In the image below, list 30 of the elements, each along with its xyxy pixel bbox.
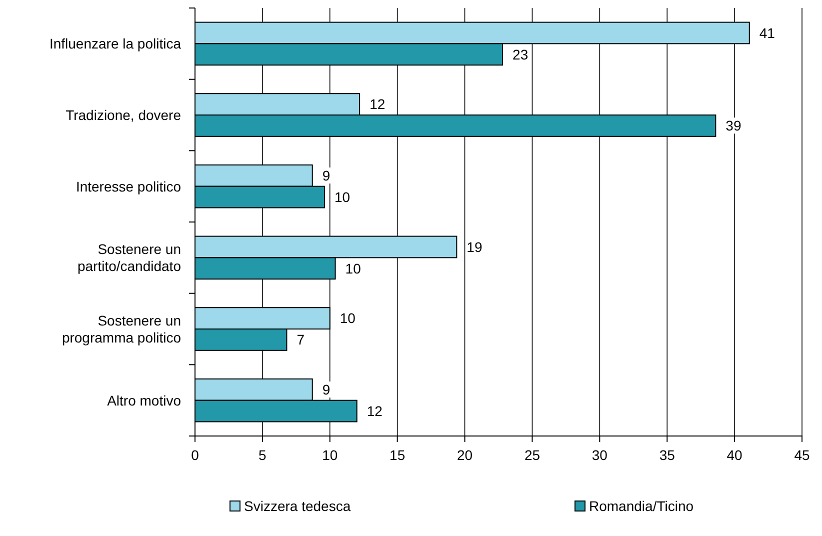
data-label: 12 xyxy=(366,402,383,419)
data-label: 9 xyxy=(322,168,330,184)
data-label: 10 xyxy=(334,188,350,205)
y-tick-label: Altro motivo xyxy=(107,392,182,408)
data-label: 7 xyxy=(296,332,305,348)
y-tick-label: Interesse politico xyxy=(76,178,182,194)
data-label: 19 xyxy=(466,238,482,255)
data-label: 10 xyxy=(345,260,362,276)
y-tick-label: Influenzare la politica xyxy=(49,36,182,52)
x-tick-label: 20 xyxy=(456,446,473,463)
x-tick-label: 30 xyxy=(592,446,608,463)
data-label: 9 xyxy=(322,382,330,398)
data-label: 41 xyxy=(759,24,776,41)
x-tick-label: 35 xyxy=(659,446,676,463)
data-label: 23 xyxy=(512,46,528,62)
x-tick-label: 45 xyxy=(794,446,810,463)
data-label: 12 xyxy=(370,96,386,112)
x-tick-label: 15 xyxy=(390,446,406,463)
x-tick-label: 0 xyxy=(191,446,200,463)
data-label: 10 xyxy=(340,310,356,326)
legend-label: Svizzera tedesca xyxy=(244,498,351,514)
y-tick-label: Sostenere un programma politico xyxy=(62,312,182,346)
y-tick-label: Tradizione, dovere xyxy=(66,107,182,123)
x-tick-label: 40 xyxy=(726,446,743,463)
legend-label: Romandia/Ticino xyxy=(589,498,694,514)
x-tick-label: 10 xyxy=(322,446,338,463)
data-label: 39 xyxy=(726,118,742,134)
y-tick-label: Sostenere un partito/candidato xyxy=(77,241,182,274)
x-tick-label: 5 xyxy=(258,446,267,463)
x-tick-label: 25 xyxy=(524,446,540,463)
